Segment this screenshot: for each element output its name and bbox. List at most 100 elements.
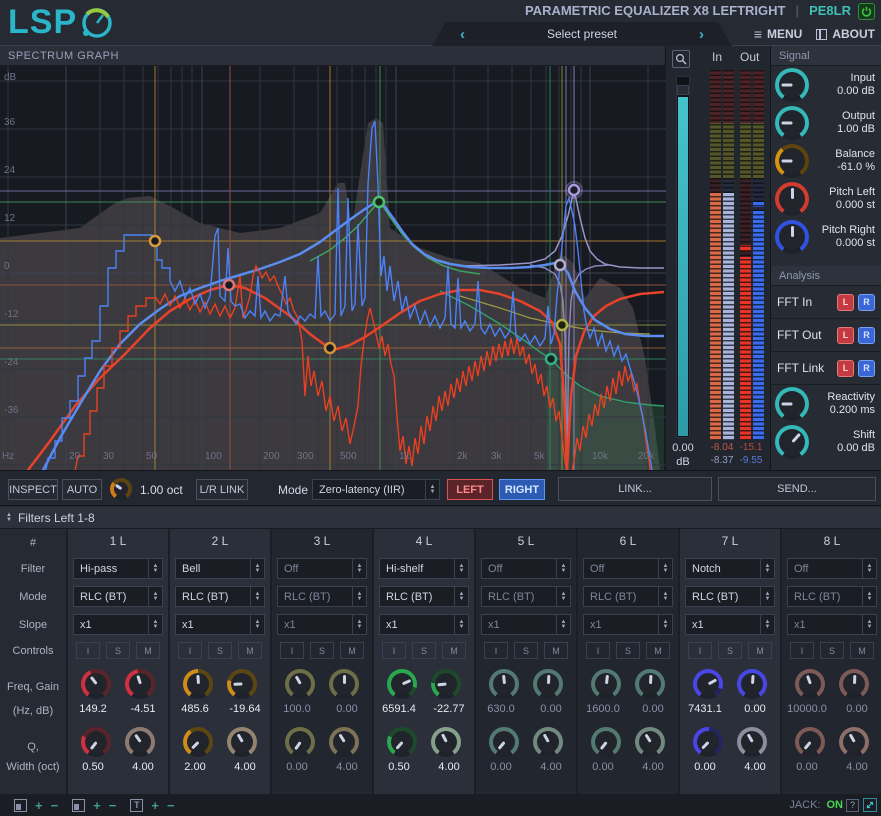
right-channel-toggle[interactable]: RIGHT (499, 479, 545, 500)
solo-toggle[interactable]: S (616, 642, 640, 659)
freq-knob[interactable] (81, 669, 111, 699)
q-knob[interactable] (81, 727, 111, 757)
dock-window-icon[interactable] (14, 799, 27, 812)
width-knob[interactable] (431, 727, 461, 757)
input-gain-knob[interactable] (775, 68, 809, 102)
filter-slope-select[interactable]: x1▲▼ (277, 614, 367, 635)
filter-mode-select[interactable]: RLC (BT)▲▼ (787, 586, 877, 607)
filter-type-select[interactable]: Off▲▼ (787, 558, 877, 579)
filter-mode-select[interactable]: RLC (BT)▲▼ (583, 586, 673, 607)
filter-mode-select[interactable]: RLC (BT)▲▼ (685, 586, 775, 607)
dock-window-icon[interactable] (72, 799, 85, 812)
remove-button[interactable]: − (51, 798, 59, 813)
freq-knob[interactable] (387, 669, 417, 699)
width-knob[interactable] (227, 727, 257, 757)
width-knob[interactable] (737, 727, 767, 757)
section-collapse-icon[interactable]: ▲▼ (6, 513, 12, 523)
auto-button[interactable]: AUTO (62, 479, 102, 500)
mute-toggle[interactable]: M (544, 642, 568, 659)
solo-toggle[interactable]: S (514, 642, 538, 659)
output-gain-knob[interactable] (775, 106, 809, 140)
pitch-left-knob[interactable] (775, 182, 809, 216)
spectrum-plot[interactable]: dB 36 24 12 0 -12 -24 -36 Hz 20 30 50 10… (0, 66, 666, 470)
freq-knob[interactable] (285, 669, 315, 699)
fft-in-left-toggle[interactable]: L (837, 294, 854, 311)
solo-toggle[interactable]: S (310, 642, 334, 659)
gain-knob[interactable] (737, 669, 767, 699)
solo-toggle[interactable]: S (208, 642, 232, 659)
q-knob[interactable] (591, 727, 621, 757)
filter-slope-select[interactable]: x1▲▼ (175, 614, 265, 635)
add-button[interactable]: + (93, 798, 101, 813)
width-knob[interactable] (839, 727, 869, 757)
gain-knob[interactable] (431, 669, 461, 699)
filter-mode-select[interactable]: RLC (BT)▲▼ (73, 586, 163, 607)
about-button[interactable]: ABOUT (816, 27, 875, 41)
lr-link-button[interactable]: L/R LINK (196, 479, 248, 500)
inspect-toggle[interactable]: I (178, 642, 202, 659)
pitch-right-knob[interactable] (775, 220, 809, 254)
filter-marker[interactable] (557, 320, 567, 330)
reactivity-knob[interactable] (775, 387, 809, 421)
solo-toggle[interactable]: S (820, 642, 844, 659)
remove-button[interactable]: − (109, 798, 117, 813)
inspect-toggle[interactable]: I (382, 642, 406, 659)
mode-select[interactable]: Zero-latency (IIR) ▲▼ (312, 479, 440, 500)
q-knob[interactable] (489, 727, 519, 757)
left-channel-toggle[interactable]: LEFT (447, 479, 493, 500)
resize-icon[interactable] (863, 798, 877, 812)
inspect-toggle[interactable]: I (688, 642, 712, 659)
inspect-toggle[interactable]: I (790, 642, 814, 659)
filters-section-header[interactable]: ▲▼ Filters Left 1-8 (0, 507, 881, 529)
fft-out-right-toggle[interactable]: R (858, 327, 875, 344)
smooth-knob[interactable] (110, 478, 132, 500)
gain-knob[interactable] (125, 669, 155, 699)
dock-text-icon[interactable]: T (130, 799, 143, 812)
mute-toggle[interactable]: M (748, 642, 772, 659)
inspect-toggle[interactable]: I (586, 642, 610, 659)
gain-knob[interactable] (533, 669, 563, 699)
width-knob[interactable] (329, 727, 359, 757)
remove-button[interactable]: − (167, 798, 175, 813)
freq-knob[interactable] (795, 669, 825, 699)
filter-slope-select[interactable]: x1▲▼ (73, 614, 163, 635)
q-knob[interactable] (285, 727, 315, 757)
filter-slope-select[interactable]: x1▲▼ (379, 614, 469, 635)
filter-marker[interactable] (374, 197, 384, 207)
shift-knob[interactable] (775, 425, 809, 459)
fft-in-right-toggle[interactable]: R (858, 294, 875, 311)
preset-selector[interactable]: ‹ Select preset › (432, 22, 732, 46)
inspect-toggle[interactable]: I (280, 642, 304, 659)
add-button[interactable]: + (35, 798, 43, 813)
gain-knob[interactable] (839, 669, 869, 699)
filter-mode-select[interactable]: RLC (BT)▲▼ (481, 586, 571, 607)
filter-type-select[interactable]: Hi-shelf▲▼ (379, 558, 469, 579)
freq-knob[interactable] (489, 669, 519, 699)
menu-button[interactable]: ≡ MENU (754, 26, 803, 42)
inspect-toggle[interactable]: I (484, 642, 508, 659)
freq-knob[interactable] (591, 669, 621, 699)
solo-toggle[interactable]: S (106, 642, 130, 659)
width-knob[interactable] (125, 727, 155, 757)
filter-slope-select[interactable]: x1▲▼ (787, 614, 877, 635)
filter-slope-select[interactable]: x1▲▼ (481, 614, 571, 635)
filter-type-select[interactable]: Bell▲▼ (175, 558, 265, 579)
balance-knob[interactable] (775, 144, 809, 178)
link-button[interactable]: LINK... (558, 477, 712, 501)
gain-knob[interactable] (329, 669, 359, 699)
preset-name[interactable]: Select preset (547, 27, 617, 41)
filter-marker[interactable] (546, 354, 556, 364)
filter-marker[interactable] (224, 280, 234, 290)
power-icon[interactable] (858, 3, 875, 20)
inspect-button[interactable]: INSPECT (8, 479, 58, 500)
mute-toggle[interactable]: M (646, 642, 670, 659)
filter-type-select[interactable]: Hi-pass▲▼ (73, 558, 163, 579)
filter-type-select[interactable]: Notch▲▼ (685, 558, 775, 579)
filter-mode-select[interactable]: RLC (BT)▲▼ (379, 586, 469, 607)
width-knob[interactable] (533, 727, 563, 757)
filter-slope-select[interactable]: x1▲▼ (685, 614, 775, 635)
filter-marker[interactable] (150, 236, 160, 246)
preset-next-icon[interactable]: › (699, 26, 704, 43)
fft-link-right-toggle[interactable]: R (858, 360, 875, 377)
solo-toggle[interactable]: S (718, 642, 742, 659)
